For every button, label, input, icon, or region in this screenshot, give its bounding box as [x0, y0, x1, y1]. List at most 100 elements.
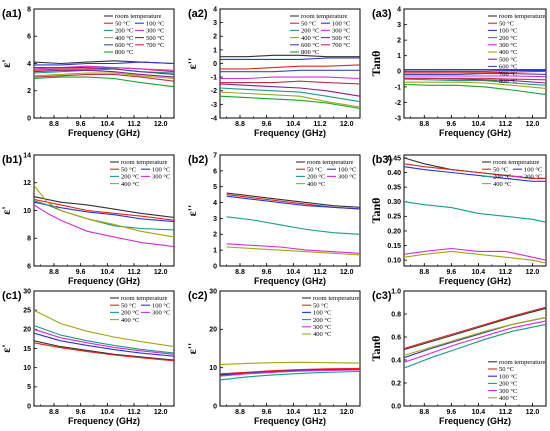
- y-tick-label: 4: [27, 61, 31, 68]
- y-tick-label: -1: [211, 75, 217, 82]
- legend-label: 800 °C: [499, 78, 517, 85]
- y-tick-label: 4: [213, 6, 217, 13]
- legend-label: 200 °C: [499, 35, 517, 42]
- x-tick-label: 12.0: [340, 409, 354, 416]
- x-axis-title: Frequency (GHz): [439, 416, 511, 426]
- series-line-4: [403, 320, 547, 363]
- y-axis-title: ε'': [185, 343, 199, 355]
- y-tick-label: 6: [213, 168, 217, 175]
- legend-label: 400 °C: [499, 49, 517, 56]
- x-axis-title: Frequency (GHz): [254, 416, 326, 426]
- y-tick-label: 4: [397, 6, 401, 13]
- x-tick-label: 12.0: [526, 409, 540, 416]
- y-tick-label: 0.45: [387, 155, 401, 162]
- panel-a2: 8.8 9.6 10.4 11.2 12.0 -4 -3 -2 -1 0 1 2 3 4 Frequency…: [185, 6, 361, 138]
- x-axis-title: Frequency (GHz): [68, 128, 140, 138]
- y-tick-label: 0.8: [391, 311, 401, 318]
- y-tick-label: 8: [27, 6, 31, 13]
- y-tick-label: 10: [209, 365, 217, 372]
- legend-label: 200 °C: [493, 174, 511, 181]
- x-tick-label: 12.0: [340, 121, 354, 128]
- series-line-5: [219, 91, 361, 108]
- panel-a1: 8.8 9.6 10.4 11.2 12.0 0 2 4 6 8 Frequency (GHz) ε'…: [0, 6, 175, 138]
- y-tick-label: -3: [395, 115, 401, 122]
- x-tick-label: 10.4: [287, 409, 301, 416]
- y-tick-label: 7: [213, 152, 217, 159]
- legend-label: 200 °C: [301, 28, 319, 35]
- legend-label: 50 °C: [313, 302, 328, 309]
- series-line-3: [219, 87, 361, 103]
- series-line-5: [226, 246, 361, 256]
- x-tick-label: 8.8: [49, 269, 59, 276]
- x-axis-title: Frequency (GHz): [439, 276, 511, 286]
- series-line-2: [404, 69, 546, 72]
- legend-label: 400 °C: [121, 317, 139, 324]
- y-tick-label: -1: [395, 84, 401, 91]
- panel-b2: 8.8 9.6 10.4 11.2 12.0 0 1 2 3 4 5 6 7 Frequency (GHz…: [185, 152, 361, 286]
- x-axis-title: Frequency (GHz): [254, 276, 326, 286]
- legend-label: 100 °C: [313, 310, 331, 317]
- x-tick-label: 10.4: [101, 409, 115, 416]
- panel-b1: 8.8 9.6 10.4 11.2 12.0 6 8 10 12 14 Frequency (GHz…: [0, 152, 175, 286]
- series-line-6: [33, 69, 175, 78]
- legend-label: 700 °C: [499, 71, 517, 78]
- legend-label: 400 °C: [115, 35, 133, 42]
- series-line-2: [33, 332, 175, 357]
- y-tick-label: 8: [27, 236, 31, 243]
- panel-label: (c1): [2, 290, 22, 302]
- y-tick-label: 14: [23, 152, 31, 159]
- legend-label: 50 °C: [121, 302, 136, 309]
- series-line-1: [226, 194, 361, 210]
- y-tick-label: 0.6: [391, 334, 401, 341]
- y-tick-label: 2: [397, 38, 401, 45]
- series-line-1: [404, 70, 547, 74]
- x-tick-label: 8.8: [235, 121, 245, 128]
- y-tick-label: 0.30: [387, 199, 401, 206]
- plot-frame: [219, 290, 361, 407]
- legend-label: room temperature: [313, 295, 359, 302]
- series-line-4: [226, 243, 361, 254]
- legend-label: 300 °C: [152, 174, 170, 181]
- x-tick-label: 11.2: [127, 269, 140, 276]
- y-tick-label: 20: [23, 327, 31, 334]
- y-tick-label: -3: [211, 102, 217, 109]
- x-tick-label: 11.2: [313, 269, 326, 276]
- x-axis-title: Frequency (GHz): [254, 128, 326, 138]
- legend-label: 600 °C: [499, 64, 517, 71]
- x-tick-label: 9.6: [262, 121, 272, 128]
- plot-frame: [403, 154, 547, 267]
- legend-label: 600 °C: [115, 42, 133, 49]
- series-line-4: [403, 247, 547, 261]
- legend-label: 300 °C: [146, 28, 164, 35]
- x-tick-label: 8.8: [235, 409, 245, 416]
- legend-label: 700 °C: [332, 42, 350, 49]
- x-tick-label: 11.2: [499, 269, 512, 276]
- series-line-2: [226, 195, 361, 210]
- legend-label: 800 °C: [115, 49, 133, 56]
- panel-c1: 8.8 9.6 10.4 11.2 12.0 0 5 10 15 20 25 30 Frequency …: [0, 288, 175, 426]
- series-line-2: [220, 57, 360, 60]
- legend-label: 300 °C: [313, 324, 331, 331]
- y-tick-label: 3: [213, 20, 217, 27]
- series-line-0: [33, 340, 175, 361]
- x-tick-label: 8.8: [49, 121, 59, 128]
- x-tick-label: 9.6: [446, 121, 456, 128]
- legend-label: 500 °C: [332, 35, 350, 42]
- series-line-4: [33, 328, 175, 355]
- panel-c3: 8.8 9.6 10.4 11.2 12.0 0.0 0.2 0.4 0.6 0.8 1.0 Freq…: [369, 288, 547, 426]
- x-tick-label: 11.2: [127, 409, 140, 416]
- x-tick-label: 9.6: [446, 269, 456, 276]
- series-line-3: [403, 201, 547, 223]
- plot-frame: [403, 8, 547, 119]
- legend-label: 50 °C: [499, 366, 514, 373]
- legend-label: 600 °C: [301, 42, 319, 49]
- x-tick-label: 11.2: [499, 121, 512, 128]
- panel-label: (c2): [188, 290, 208, 302]
- x-tick-label: 8.8: [235, 269, 245, 276]
- legend-label: room temperature: [121, 159, 167, 166]
- y-tick-label: 0.4: [391, 357, 401, 364]
- x-tick-label: 8.8: [419, 409, 429, 416]
